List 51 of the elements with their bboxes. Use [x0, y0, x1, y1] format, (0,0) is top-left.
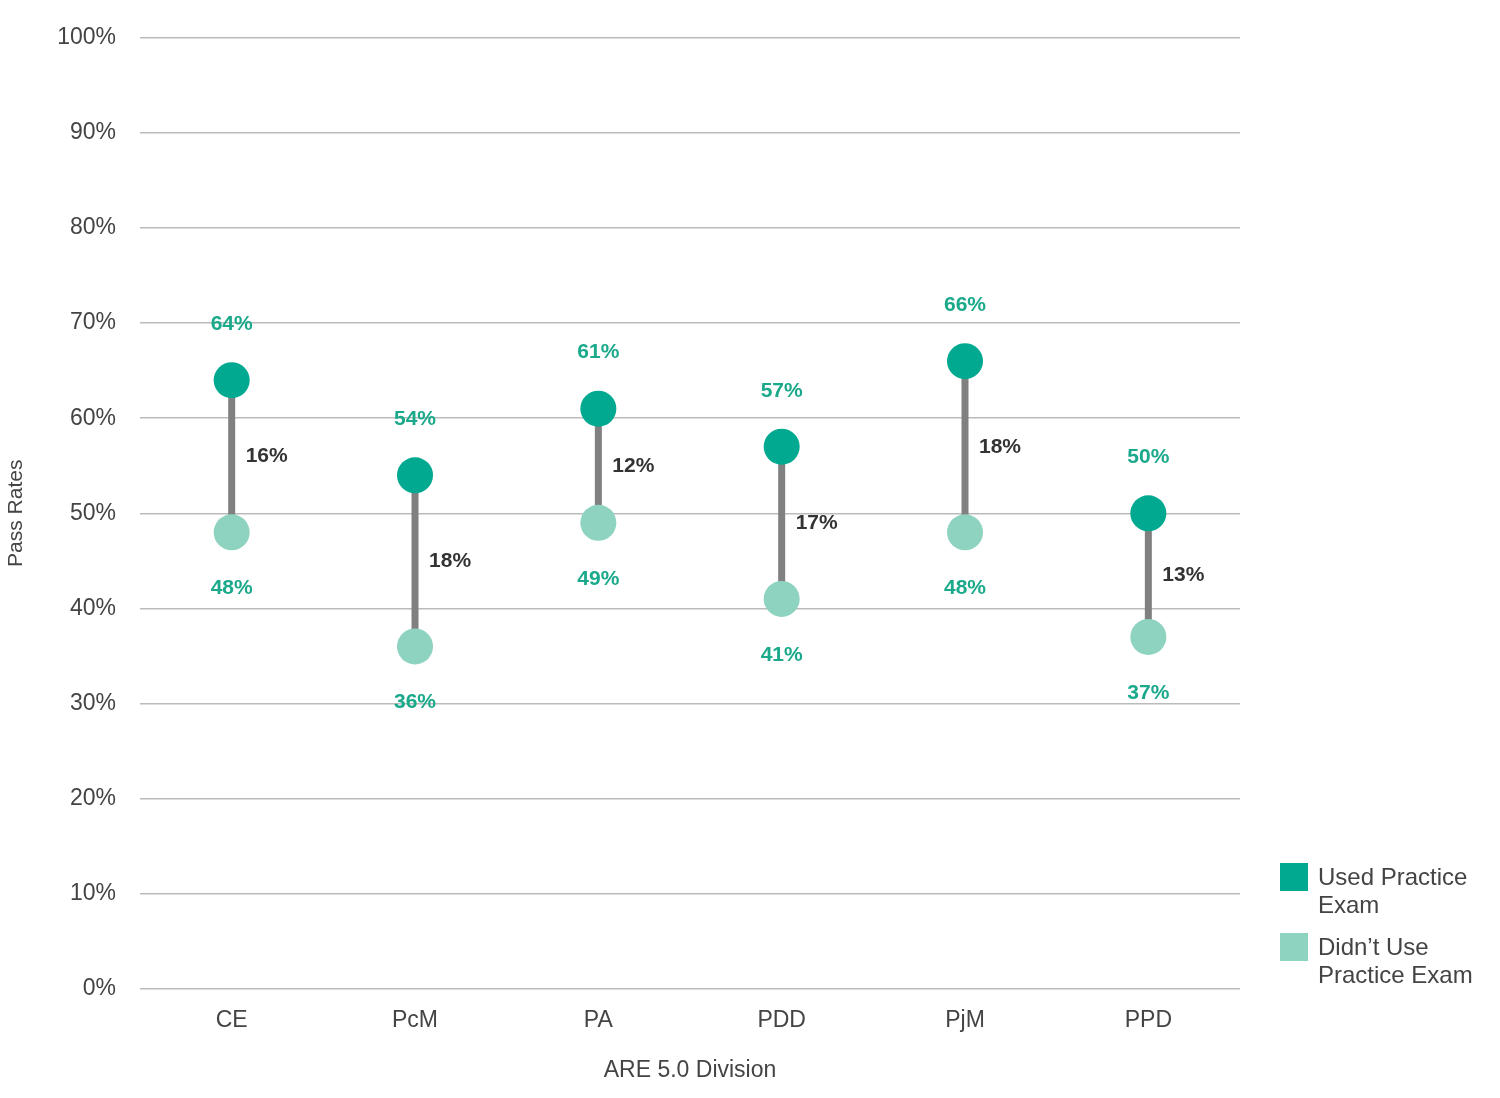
- annotation: 18%: [429, 547, 472, 571]
- annotation: 16%: [245, 443, 289, 467]
- x-tick-label: PcM: [392, 1005, 439, 1032]
- y-tick-label: 40%: [69, 593, 117, 620]
- data-label: 48%: [210, 575, 254, 599]
- x-tick-label: PDD: [757, 1005, 806, 1032]
- data-label: 36%: [394, 689, 437, 713]
- data-label: 37%: [1127, 679, 1170, 703]
- y-tick-label: 20%: [69, 783, 117, 810]
- x-tick-label: PjM: [945, 1005, 985, 1032]
- y-tick-label: 0%: [82, 974, 117, 1001]
- data-label: 54%: [394, 406, 437, 430]
- data-label: 57%: [760, 377, 804, 401]
- x-tick-label: CE: [215, 1005, 248, 1032]
- y-tick-label: 50%: [69, 498, 117, 525]
- annotation: 13%: [1162, 561, 1205, 585]
- y-tick-label: 10%: [69, 879, 117, 906]
- x-axis-title: ARE 5.0 Division: [603, 1055, 777, 1082]
- annotation: 12%: [612, 452, 655, 476]
- data-label: 49%: [577, 565, 620, 589]
- y-tick-label: 90%: [69, 118, 117, 145]
- y-tick-label: 70%: [69, 308, 117, 335]
- annotation: 17%: [795, 509, 839, 533]
- point: [763, 428, 800, 465]
- x-tick-label: PA: [583, 1005, 614, 1032]
- legend-label: Didn’t Use Practice Exam: [1318, 933, 1474, 989]
- point: [397, 457, 434, 494]
- point: [947, 343, 984, 380]
- point: [1130, 618, 1167, 655]
- point: [213, 362, 250, 399]
- point: [763, 580, 800, 617]
- point: [947, 514, 984, 551]
- data-label: 50%: [1127, 444, 1170, 468]
- point: [580, 390, 617, 427]
- point: [213, 514, 250, 551]
- data-label: 41%: [760, 641, 804, 665]
- annotation: 18%: [979, 433, 1022, 457]
- y-tick-label: 30%: [69, 688, 117, 715]
- y-tick-label: 80%: [69, 213, 117, 240]
- y-tick-label: 100%: [57, 23, 117, 50]
- point: [580, 504, 617, 541]
- data-label: 61%: [577, 339, 620, 363]
- point: [397, 628, 434, 665]
- data-label: 64%: [210, 310, 254, 334]
- y-tick-label: 60%: [69, 403, 117, 430]
- y-axis-title: Pass Rates: [3, 459, 27, 567]
- data-label: 66%: [943, 291, 987, 315]
- x-tick-label: PPD: [1124, 1005, 1172, 1032]
- data-label: 48%: [943, 575, 987, 599]
- point: [1130, 495, 1167, 532]
- legend-label: Used Practice Exam: [1318, 863, 1469, 919]
